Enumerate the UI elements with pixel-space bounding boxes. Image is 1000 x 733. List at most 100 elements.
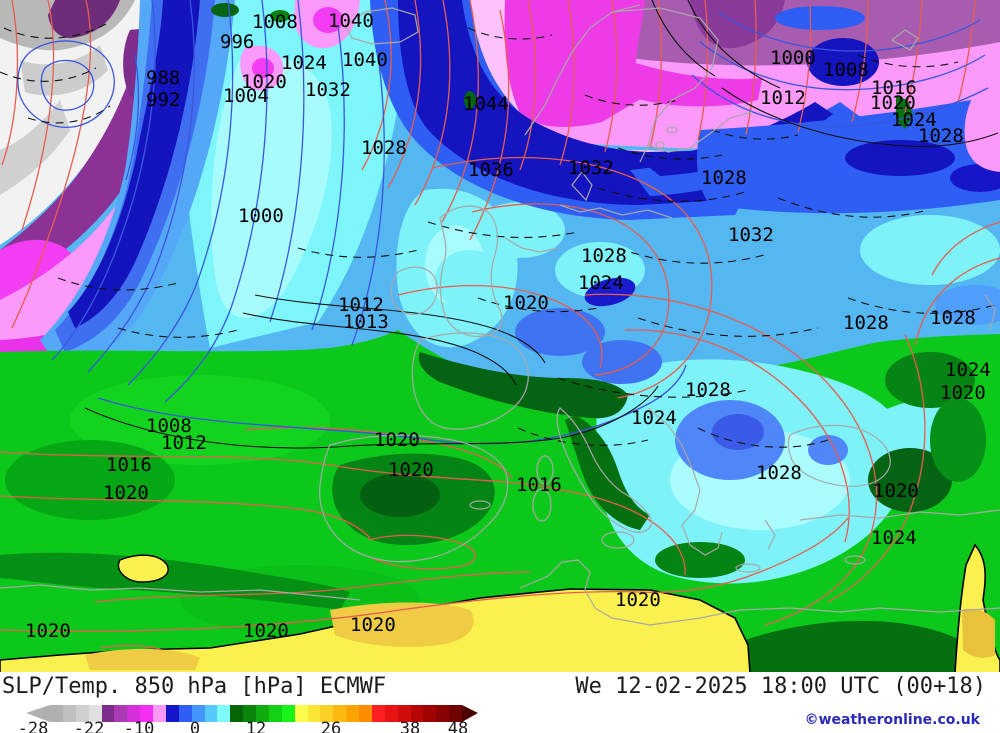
colorbar-swatch <box>281 705 295 722</box>
colorbar-swatch <box>243 705 256 722</box>
pressure-label: 988 <box>146 67 180 89</box>
coastline-layer <box>0 4 1000 626</box>
colorbar-swatch <box>268 705 282 722</box>
pressure-label: 1028 <box>918 125 964 147</box>
colorbar-right-arrow-icon <box>462 705 478 722</box>
colorbar-tick: 38 <box>399 719 421 733</box>
pressure-label: 1020 <box>873 480 919 502</box>
valid-datetime: We 12-02-2025 18:00 UTC (00+18) <box>575 674 986 699</box>
colorbar-tick: -22 <box>73 719 105 733</box>
pressure-label: 1024 <box>631 407 677 429</box>
colorbar-swatch <box>410 705 424 722</box>
colorbar-swatch <box>371 705 385 722</box>
weather-map: 996 1008 1040 1040 1024 1020 1032 1004 988 992 104… <box>0 0 1000 673</box>
pressure-label: 1024 <box>891 109 937 131</box>
colorbar-swatch <box>359 705 372 722</box>
pressure-label: 1020 <box>615 589 661 611</box>
pressure-label: 1016 <box>106 454 152 476</box>
pressure-label: 1032 <box>305 79 351 101</box>
colorbar-swatch <box>191 705 205 722</box>
pressure-label: 1020 <box>388 459 434 481</box>
colorbar-swatch <box>62 705 76 722</box>
colorbar-swatch <box>153 705 166 722</box>
pressure-label: 1024 <box>945 359 991 381</box>
contour-black-layer <box>0 0 999 449</box>
colorbar-swatch <box>204 705 218 722</box>
pressure-label: 1044 <box>463 93 509 115</box>
colorbar-tick: 0 <box>189 719 201 733</box>
colorbar-swatch <box>178 705 192 722</box>
pressure-label: 1016 <box>871 77 917 99</box>
pressure-label: 1028 <box>581 245 627 267</box>
pressure-label: 1040 <box>342 49 388 71</box>
pressure-label: 1028 <box>756 462 802 484</box>
pressure-label: 1020 <box>103 482 149 504</box>
colorbar-swatch <box>307 705 321 722</box>
pressure-label: 1040 <box>328 10 374 32</box>
pressure-label: 1032 <box>568 157 614 179</box>
pressure-label: 1036 <box>468 159 514 181</box>
colorbar-swatch <box>449 705 462 722</box>
pressure-label: 1020 <box>870 92 916 114</box>
pressure-label: 1028 <box>843 312 889 334</box>
pressure-label: 1020 <box>374 429 420 451</box>
colorbar-swatches <box>50 705 462 722</box>
legend-bar: SLP/Temp. 850 hPa [hPa] ECMWF We 12-02-2… <box>0 672 1000 733</box>
pressure-label: 1012 <box>161 432 207 454</box>
pressure-label: 1020 <box>350 614 396 636</box>
colorbar-swatch <box>101 705 115 722</box>
pressure-label: 1008 <box>823 59 869 81</box>
colorbar-swatch <box>333 705 347 722</box>
pressure-label: 1013 <box>343 311 389 333</box>
pressure-label: 1000 <box>770 47 816 69</box>
colorbar-tick: 12 <box>245 719 267 733</box>
pressure-label: 996 <box>220 31 254 53</box>
colorbar-swatch <box>294 705 308 722</box>
pressure-label: 1028 <box>685 379 731 401</box>
temperature-colorbar <box>26 705 478 722</box>
colorbar-swatch <box>217 705 231 722</box>
copyright-link[interactable]: ©weatheronline.co.uk <box>804 712 980 728</box>
colorbar-swatch <box>436 705 450 722</box>
pressure-label: 1028 <box>701 167 747 189</box>
colorbar-swatch <box>140 705 153 722</box>
pressure-label: 1032 <box>728 224 774 246</box>
pressure-label: 1012 <box>760 87 806 109</box>
colorbar-left-arrow-icon <box>26 705 50 722</box>
pressure-label: 992 <box>146 89 180 111</box>
pressure-label: 1024 <box>871 527 917 549</box>
colorbar-swatch <box>256 705 269 722</box>
pressure-label: 1012 <box>338 294 384 316</box>
pressure-label: 1024 <box>578 272 624 294</box>
colorbar-swatch <box>114 705 128 722</box>
pressure-label: 1020 <box>940 382 986 404</box>
colorbar-swatch <box>384 705 398 722</box>
pressure-label: 1004 <box>223 85 269 107</box>
colorbar-swatch <box>75 705 89 722</box>
chart-title: SLP/Temp. 850 hPa [hPa] ECMWF <box>2 674 387 699</box>
pressure-label: 1008 <box>146 415 192 437</box>
pressure-label: 1000 <box>238 205 284 227</box>
pressure-label: 1008 <box>252 11 298 33</box>
pressure-label: 1028 <box>361 137 407 159</box>
colorbar-swatch <box>230 705 244 722</box>
colorbar-swatch <box>50 705 63 722</box>
colorbar-swatch <box>423 705 437 722</box>
pressure-label: 1016 <box>516 474 562 496</box>
colorbar-swatch <box>127 705 141 722</box>
colorbar-tick: -10 <box>123 719 155 733</box>
colorbar-tick: 48 <box>447 719 469 733</box>
pressure-label: 1024 <box>281 52 327 74</box>
colorbar-swatch <box>320 705 334 722</box>
colorbar-tick: 26 <box>320 719 342 733</box>
pressure-label: 1020 <box>503 292 549 314</box>
colorbar-tick-labels: -28 -22 -10 0 12 26 38 48 <box>0 719 1000 733</box>
pressure-label: 1028 <box>930 307 976 329</box>
temperature-fill-layer <box>0 0 1000 673</box>
colorbar-tick: -28 <box>17 719 49 733</box>
colorbar-swatch <box>346 705 359 722</box>
colorbar-swatch <box>88 705 102 722</box>
colorbar-swatch <box>397 705 411 722</box>
